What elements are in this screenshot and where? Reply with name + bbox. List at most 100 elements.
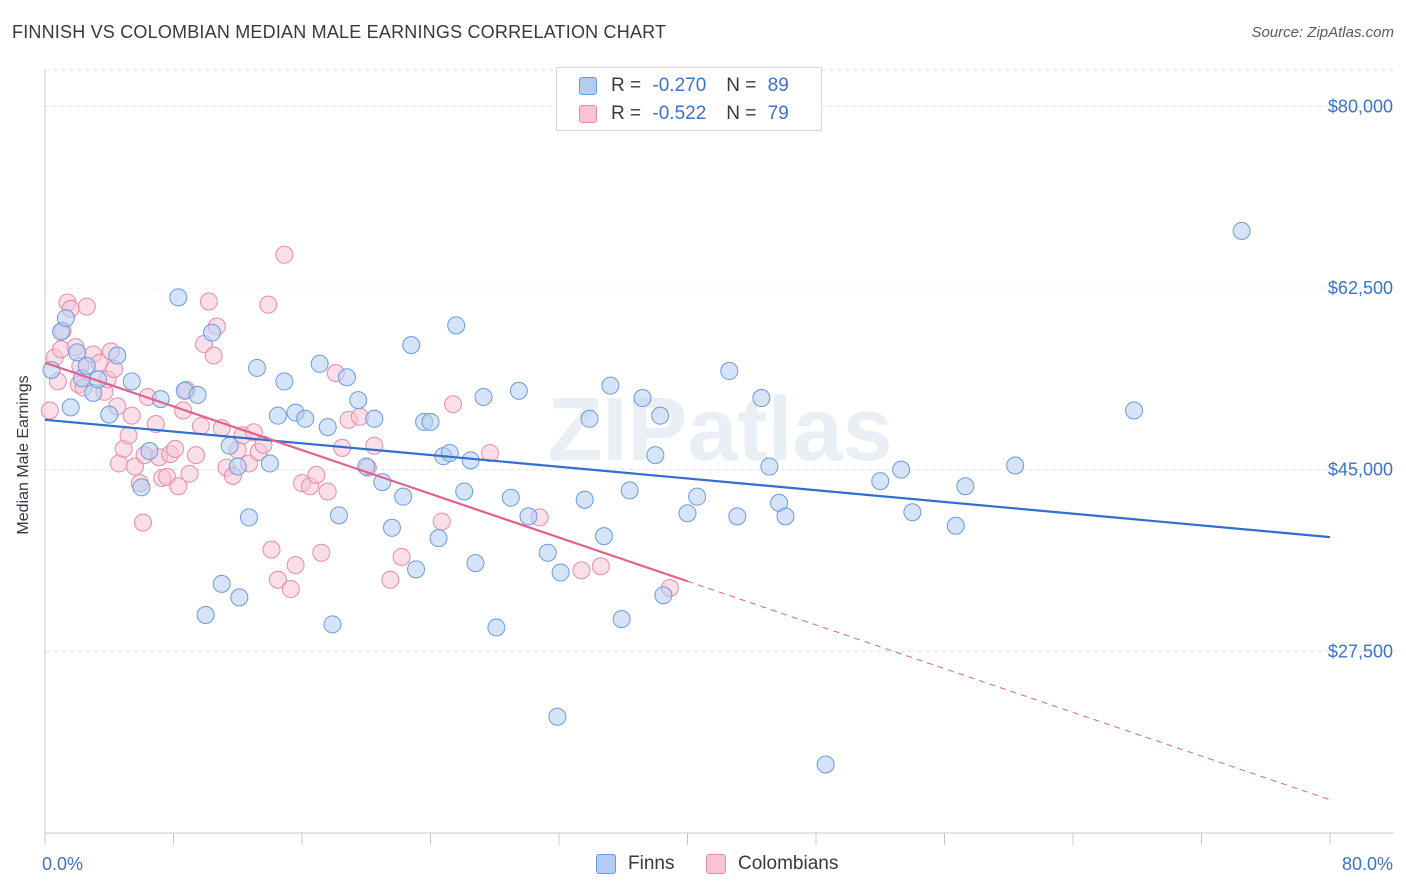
colombians-point	[133, 513, 152, 532]
y-tick-label: $80,000	[1328, 96, 1393, 116]
colombians-trend-extension	[687, 580, 1331, 801]
finns-point	[89, 370, 108, 389]
finns-point	[407, 560, 426, 579]
finns-point	[122, 372, 141, 391]
legend-finns: Finns	[596, 852, 674, 876]
finns-point	[892, 460, 911, 479]
r-label: R =	[611, 103, 642, 124]
n-value: 79	[767, 103, 789, 124]
finns-point	[575, 490, 594, 509]
finns-point	[474, 388, 493, 406]
colombians-point	[381, 570, 400, 589]
legend-colombians: Colombians	[706, 852, 838, 876]
legend-row-colombians: R = -0.522 N = 79	[579, 102, 789, 126]
x-tick-label: 80.0%	[1342, 854, 1393, 874]
finns-point	[56, 309, 75, 328]
finns-point	[455, 482, 474, 501]
finns-point	[268, 406, 287, 425]
finns-point	[100, 405, 119, 424]
colombians-point	[572, 561, 591, 580]
finns-point	[601, 376, 620, 395]
finns-point	[466, 554, 485, 573]
finns-point	[487, 618, 506, 637]
legend-row-finns: R = -0.270 N = 89	[579, 74, 789, 98]
colombians-point	[180, 464, 199, 483]
finns-point	[337, 368, 356, 387]
finns-point	[260, 454, 279, 473]
finns-point	[776, 507, 795, 526]
finns-point	[132, 478, 151, 497]
colombians-point	[204, 346, 223, 365]
finns-point	[720, 362, 739, 381]
colombians-swatch	[579, 105, 597, 123]
finns-point	[68, 343, 87, 362]
finns-point	[310, 354, 329, 373]
finns-point	[429, 529, 448, 548]
colombians-point	[169, 477, 188, 496]
finns-point	[1232, 221, 1251, 240]
trend-lines	[44, 361, 1331, 801]
finns-point	[509, 381, 528, 400]
finns-point	[816, 755, 835, 774]
finns-point	[620, 481, 639, 500]
legend-colombians-label: Colombians	[738, 853, 839, 874]
finns-points	[42, 221, 1251, 774]
finns-swatch	[579, 77, 597, 95]
finns-point	[318, 418, 337, 437]
colombians-point	[259, 295, 278, 314]
finns-point	[203, 323, 222, 342]
finns-point	[946, 516, 965, 535]
finns-point	[239, 508, 258, 527]
colombians-point	[392, 547, 411, 566]
finns-point	[538, 543, 557, 562]
colombians-point	[199, 292, 218, 311]
n-label: N =	[726, 75, 757, 96]
finns-point	[728, 507, 747, 526]
colombians-point	[244, 423, 263, 442]
finns-point	[440, 444, 459, 463]
colombians-point	[40, 401, 59, 420]
finns-point	[230, 588, 249, 607]
colombians-point	[77, 297, 96, 316]
finns-point	[402, 336, 421, 355]
finns-point	[323, 615, 342, 634]
finns-point	[228, 457, 247, 476]
y-tick-labels: $27,500 $45,000 $62,500 $80,000	[1328, 96, 1393, 661]
finns-point	[752, 389, 771, 408]
r-label: R =	[611, 75, 642, 96]
colombians-point	[432, 512, 451, 531]
finns-point	[365, 409, 384, 428]
finns-point	[612, 610, 631, 629]
y-tick-label: $62,500	[1328, 278, 1393, 298]
finns-point	[61, 398, 80, 417]
finns-point	[196, 606, 215, 624]
finns-point	[382, 518, 401, 537]
r-value: -0.522	[652, 103, 707, 124]
finns-point	[646, 446, 665, 465]
finns-point	[654, 586, 673, 605]
r-value: -0.270	[652, 75, 707, 96]
finns-point	[212, 574, 231, 593]
colombians-swatch	[706, 854, 726, 874]
y-tick-label: $27,500	[1328, 641, 1393, 661]
x-tick-label: 0.0%	[42, 854, 83, 874]
colombians-trend-line	[44, 361, 688, 583]
finns-point	[519, 507, 538, 526]
x-tick-labels: 0.0% 80.0%	[42, 854, 1393, 874]
finns-point	[956, 477, 975, 496]
finns-point	[220, 436, 239, 455]
finns-trend-line	[44, 418, 1331, 539]
colombians-point	[312, 543, 331, 562]
finns-point	[296, 409, 315, 428]
finns-point	[140, 441, 159, 460]
colombians-point	[191, 417, 210, 436]
finns-point	[248, 358, 267, 377]
colombians-point	[365, 436, 384, 455]
colombians-point	[275, 245, 294, 264]
finns-point	[903, 503, 922, 522]
finns-point	[329, 506, 348, 525]
colombians-point	[166, 439, 185, 458]
colombians-point	[268, 570, 287, 589]
colombians-point	[146, 414, 165, 433]
